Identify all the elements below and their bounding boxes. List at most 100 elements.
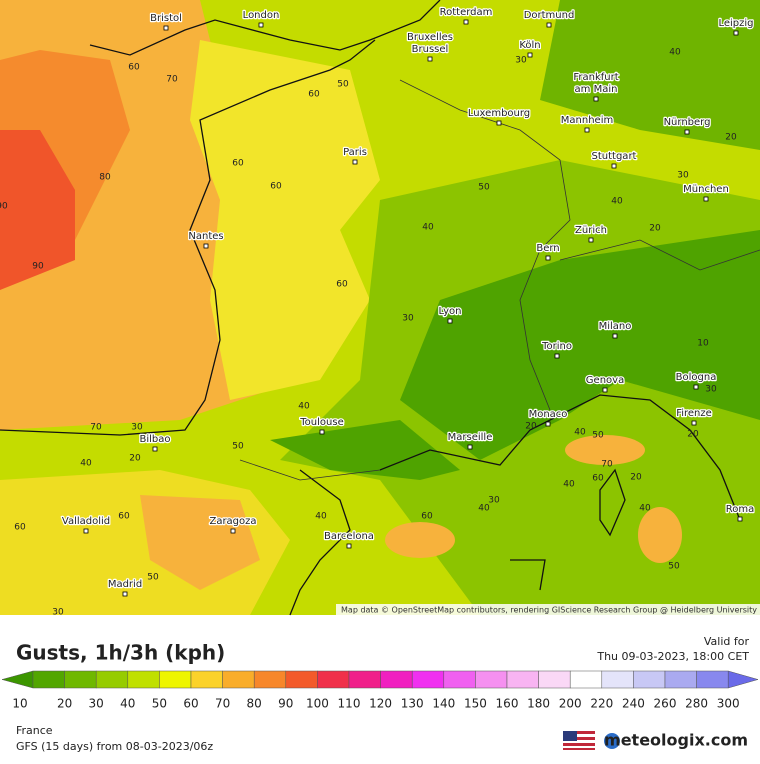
contour-label: 40 — [639, 504, 651, 514]
contour-label: 50 — [478, 183, 490, 193]
colorbar-segment — [159, 670, 192, 689]
low-gust-area — [540, 0, 760, 150]
contour-label: 20 — [630, 473, 642, 483]
border — [239, 459, 381, 481]
city-marker — [527, 52, 533, 58]
city-label: Madrid — [108, 579, 142, 590]
contour-label: 40 — [563, 480, 575, 490]
region: France — [16, 724, 53, 737]
very-low-gust-area — [400, 230, 760, 460]
city-marker — [463, 19, 469, 25]
colorbar-label: 240 — [622, 697, 645, 711]
city-label: Milano — [599, 321, 632, 332]
city-marker — [545, 255, 551, 261]
colorbar-segment — [538, 670, 571, 689]
city-label: Bologna — [676, 372, 717, 383]
city-marker — [693, 384, 699, 390]
colorbar-label: 70 — [215, 697, 230, 711]
city-label: am Main — [575, 84, 618, 95]
colorbar-segment — [443, 670, 476, 689]
city-marker — [152, 446, 158, 452]
city-marker — [83, 528, 89, 534]
city-marker — [554, 353, 560, 359]
city-marker — [258, 22, 264, 28]
colorbar-label: 140 — [432, 697, 455, 711]
city-marker — [612, 333, 618, 339]
contour-label: 60 — [232, 159, 244, 169]
city-marker — [546, 22, 552, 28]
city-label: Dortmund — [524, 10, 575, 21]
colorbar-segment — [348, 670, 381, 689]
contour-label: 50 — [337, 80, 349, 90]
colorbar-label: 220 — [590, 697, 613, 711]
valid-label: Valid for — [704, 635, 750, 648]
colorbar-label: 90 — [278, 697, 293, 711]
contour-label: 40 — [422, 223, 434, 233]
contour-label: 30 — [131, 423, 143, 433]
city-marker — [163, 25, 169, 31]
city-marker — [319, 429, 325, 435]
contour-label: 40 — [669, 48, 681, 58]
contour-label: 20 — [649, 224, 661, 234]
colorbar-segment — [601, 670, 634, 689]
contour-label: 10 — [697, 339, 709, 349]
colorbar-end — [1, 670, 34, 689]
colorbar-label: 30 — [89, 697, 104, 711]
colorbar-label: 80 — [247, 697, 262, 711]
colorbar-label: 40 — [120, 697, 135, 711]
colorbar-label: 280 — [685, 697, 708, 711]
brand-logo — [604, 733, 620, 749]
map: 6070605060608090905040603040204030302010… — [0, 0, 760, 618]
contour-label: 30 — [515, 56, 527, 66]
city-label: Rotterdam — [440, 7, 493, 18]
city-label: Marseille — [448, 432, 493, 443]
contour-label: 60 — [336, 280, 348, 290]
city-marker — [203, 243, 209, 249]
city-marker — [584, 127, 590, 133]
contour-label: 20 — [129, 454, 141, 464]
attribution: Map data © OpenStreetMap contributors, r… — [341, 606, 757, 615]
attribution-box — [336, 604, 760, 615]
city-label: Valladolid — [62, 516, 110, 527]
moderate-gust-area — [190, 40, 380, 400]
city-marker — [593, 96, 599, 102]
city-label: Genova — [586, 375, 624, 386]
flag-stripes — [563, 731, 595, 750]
colorbar-segment — [32, 670, 65, 689]
city-label: Stuttgart — [592, 151, 637, 162]
city-label: Bruxelles — [407, 32, 453, 43]
city-marker — [427, 56, 433, 62]
colorbar-segment — [190, 670, 223, 689]
colorbar-segment — [633, 670, 666, 689]
colorbar-label: 20 — [57, 697, 72, 711]
city-marker — [346, 543, 352, 549]
city-label: Brussel — [412, 44, 449, 55]
colorbar-label: 10 — [12, 697, 27, 711]
city-marker — [602, 387, 608, 393]
colorbar-segment — [380, 670, 413, 689]
labels: 6070605060608090905040603040204030302010… — [0, 6, 756, 618]
city-label: Köln — [519, 40, 540, 51]
high-gust-area — [565, 435, 645, 465]
colorbar-segment — [569, 670, 603, 689]
city-label: Nantes — [188, 231, 223, 242]
city-label: Roma — [726, 504, 755, 515]
coastline — [89, 0, 441, 56]
contour-label: 60 — [128, 63, 140, 73]
colorbar-label: 160 — [496, 697, 519, 711]
contour-label: 70 — [166, 75, 178, 85]
city-label: Mannheim — [561, 115, 613, 126]
city-label: Paris — [343, 147, 367, 158]
contour-label: 70 — [601, 460, 613, 470]
brand[interactable]: meteologix.com — [604, 731, 748, 750]
colorbar-label: 180 — [527, 697, 550, 711]
colorbar-segment — [285, 670, 318, 689]
peak-gust-area — [0, 130, 75, 290]
legend-title: Gusts, 1h/3h (kph) — [16, 641, 225, 665]
borders — [239, 79, 760, 481]
city-label: Lyon — [438, 306, 461, 317]
contour-label: 30 — [705, 385, 717, 395]
city-marker — [733, 30, 739, 36]
colorbar-label: 300 — [717, 697, 740, 711]
colorbar-label: 120 — [369, 697, 392, 711]
